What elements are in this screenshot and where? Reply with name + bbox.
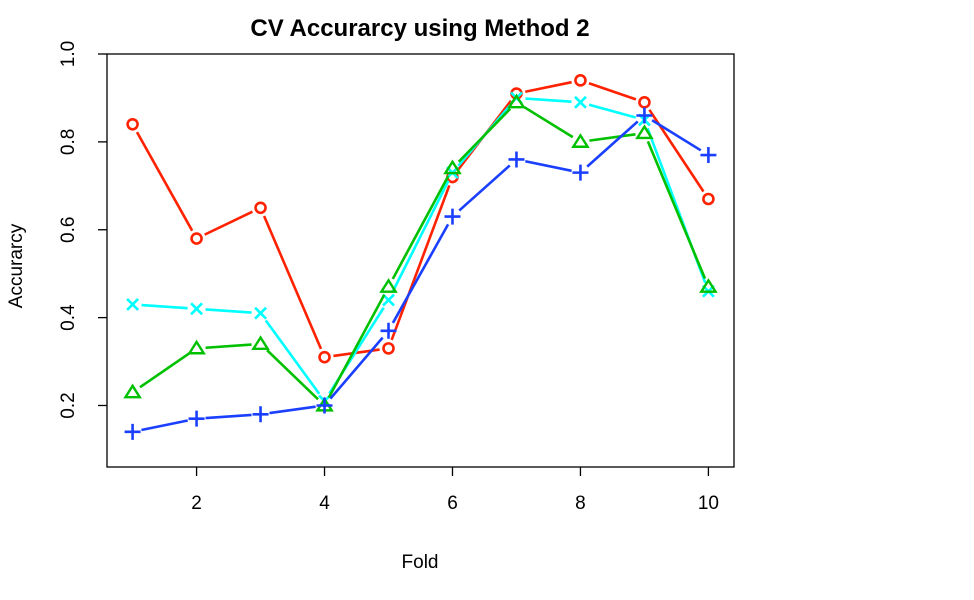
series-line-segment <box>205 308 252 314</box>
series-line-segment <box>457 107 512 163</box>
series-line-segment <box>390 184 451 341</box>
x-axis: 2 4 6 8 10 <box>191 467 719 514</box>
data-point <box>188 410 205 427</box>
data-point <box>124 423 141 440</box>
y-tick-label: 0.2 <box>58 392 79 418</box>
series-line-segment <box>327 294 386 399</box>
data-point <box>126 117 139 131</box>
data-point <box>574 95 587 109</box>
data-point <box>318 350 331 364</box>
data-point <box>126 298 140 311</box>
data-point <box>123 383 142 399</box>
series-1 <box>126 74 715 364</box>
x-tick-label: 4 <box>319 493 330 514</box>
data-point <box>380 322 397 339</box>
series-line-segment <box>205 343 252 350</box>
series-line-segment <box>391 175 450 280</box>
x-tick-label: 6 <box>447 493 458 514</box>
series-line-segment <box>135 131 194 232</box>
x-tick-label: 2 <box>191 493 202 514</box>
series-line-segment <box>204 210 254 236</box>
data-point <box>379 278 398 293</box>
data-point <box>638 96 651 109</box>
series-line-segment <box>589 133 636 142</box>
data-point <box>443 159 462 175</box>
data-point <box>571 133 590 148</box>
series-line-segment <box>329 336 384 400</box>
data-point <box>316 397 333 414</box>
x-axis-label: Fold <box>402 552 439 573</box>
data-point <box>507 93 526 109</box>
data-point <box>572 164 589 181</box>
plot-area <box>123 74 718 440</box>
series-4 <box>124 107 717 440</box>
series-line-segment <box>588 103 637 119</box>
series-line-segment <box>525 80 572 93</box>
series-line-segment <box>141 303 188 310</box>
data-point <box>635 124 654 140</box>
series-line-segment <box>141 419 189 432</box>
series-line-segment <box>458 164 511 212</box>
series-line-segment <box>205 413 252 420</box>
data-point <box>700 147 717 164</box>
data-point <box>187 339 206 355</box>
y-tick-label: 1.0 <box>58 41 79 67</box>
series-line-segment <box>269 405 316 415</box>
y-axis-label: Accurarcy <box>6 223 27 308</box>
y-tick-label: 0.6 <box>58 217 79 243</box>
y-axis: 0.2 0.4 0.6 0.8 1.0 <box>58 41 107 419</box>
series-line-segment <box>266 349 319 401</box>
series-2 <box>126 91 715 408</box>
series-line-segment <box>262 215 323 350</box>
series-line-segment <box>264 319 321 395</box>
data-point <box>636 107 653 124</box>
series-line-segment <box>391 180 450 293</box>
series-line-segment <box>525 97 572 104</box>
data-point <box>699 278 718 293</box>
data-point <box>382 342 395 355</box>
series-line-segment <box>646 140 707 280</box>
series-line-segment <box>651 119 702 152</box>
data-point <box>251 335 270 351</box>
series-line-segment <box>525 159 572 173</box>
series-line-segment <box>391 223 450 324</box>
x-tick-label: 10 <box>698 493 719 514</box>
data-point <box>508 151 525 168</box>
data-point <box>444 208 461 225</box>
data-point <box>702 192 715 206</box>
series-line-segment <box>523 105 574 139</box>
data-point <box>254 306 267 320</box>
data-point <box>190 232 203 245</box>
y-tick-label: 0.4 <box>58 304 79 331</box>
series-line-segment <box>588 82 637 101</box>
series-line-segment <box>586 120 639 168</box>
x-tick-label: 8 <box>575 493 586 514</box>
chart-title: CV Accurarcy using Method 2 <box>250 15 589 42</box>
series-3 <box>123 93 718 412</box>
data-point <box>252 406 269 423</box>
data-point <box>254 201 267 215</box>
series-line-segment <box>139 352 190 389</box>
y-tick-label: 0.8 <box>58 129 79 155</box>
data-point <box>190 302 203 316</box>
plot-frame <box>106 53 735 468</box>
data-point <box>574 74 587 87</box>
